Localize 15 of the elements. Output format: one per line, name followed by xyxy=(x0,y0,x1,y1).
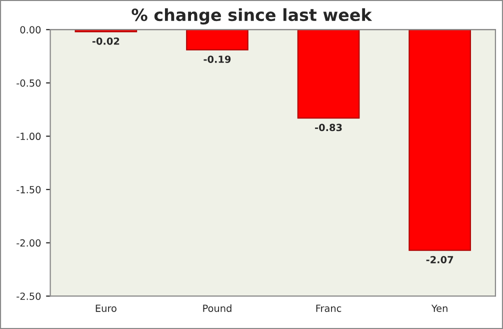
y-tick-label: -0.50 xyxy=(16,79,41,87)
x-tick-label: Euro xyxy=(96,304,116,312)
y-tick-label: -2.50 xyxy=(16,292,41,300)
data-label: -0.19 xyxy=(204,56,231,63)
y-tick-label: -1.50 xyxy=(16,186,41,194)
x-tick-label: Franc xyxy=(316,304,342,312)
x-tick-label: Pound xyxy=(203,304,232,312)
data-label: -0.02 xyxy=(92,37,120,45)
x-tick-label: Yen xyxy=(431,304,448,312)
data-label: -0.83 xyxy=(315,124,342,132)
y-tick-label: 0.00 xyxy=(20,26,41,34)
y-tick-label: -1.00 xyxy=(16,132,41,140)
y-tick-label: -2.00 xyxy=(16,239,41,247)
data-label: -2.07 xyxy=(426,256,454,264)
chart-title: % change since last week xyxy=(132,8,372,24)
